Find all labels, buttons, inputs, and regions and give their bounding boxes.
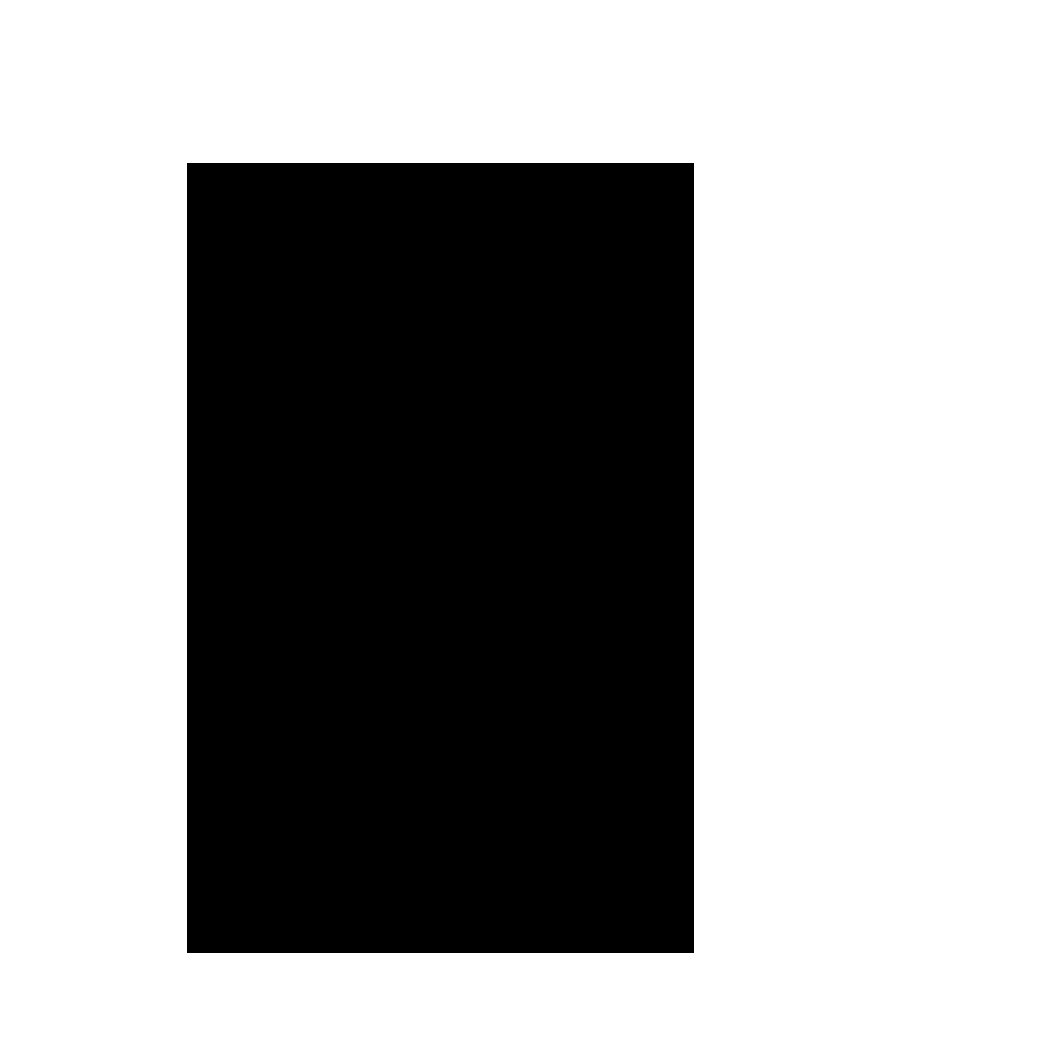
long-table bbox=[187, 163, 694, 953]
